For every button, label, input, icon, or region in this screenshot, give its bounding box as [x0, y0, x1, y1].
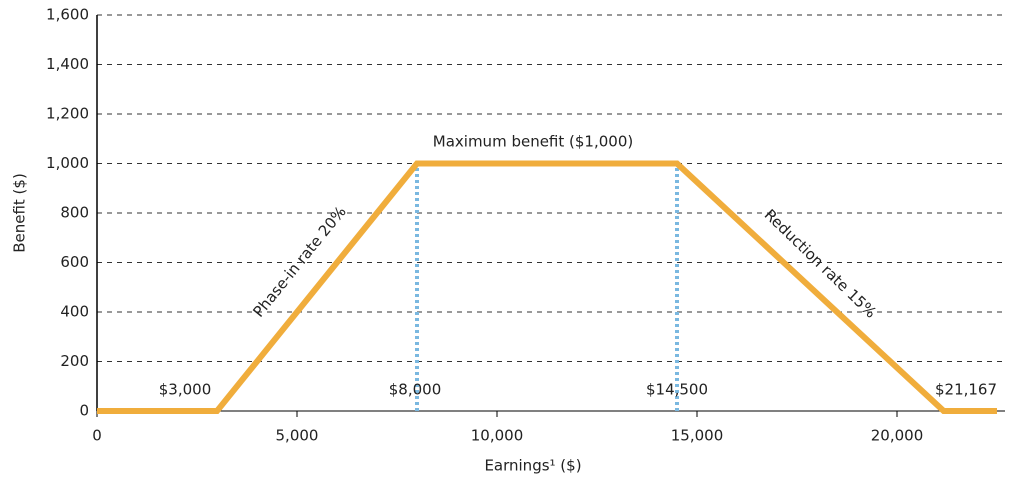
- annotation: $3,000: [159, 381, 212, 399]
- x-tick-label: 15,000: [671, 427, 724, 445]
- x-tick-label: 0: [92, 427, 102, 445]
- data-line: [97, 160, 997, 414]
- y-tick-label: 1,000: [46, 154, 89, 172]
- x-tick-label: 10,000: [471, 427, 524, 445]
- annotation: Reduction rate 15%: [761, 206, 880, 322]
- annotation: $21,167: [935, 381, 997, 399]
- annotation: $14,500: [646, 381, 708, 399]
- annotation: $8,000: [389, 381, 442, 399]
- y-axis-label: Benefit ($): [11, 173, 29, 253]
- y-tick-label: 800: [60, 204, 89, 222]
- x-tick-label: 20,000: [871, 427, 924, 445]
- y-tick-label: 0: [79, 402, 89, 420]
- annotation: Maximum benefit ($1,000): [433, 133, 633, 151]
- y-tick-label: 600: [60, 253, 89, 271]
- y-tick-label: 1,200: [46, 105, 89, 123]
- y-tick-label: 400: [60, 303, 89, 321]
- x-axis-label: Earnings¹ ($): [484, 457, 581, 475]
- y-tick-label: 1,400: [46, 55, 89, 73]
- x-tick-label: 5,000: [276, 427, 319, 445]
- y-tick-label: 200: [60, 352, 89, 370]
- y-tick-label: 1,600: [46, 6, 89, 24]
